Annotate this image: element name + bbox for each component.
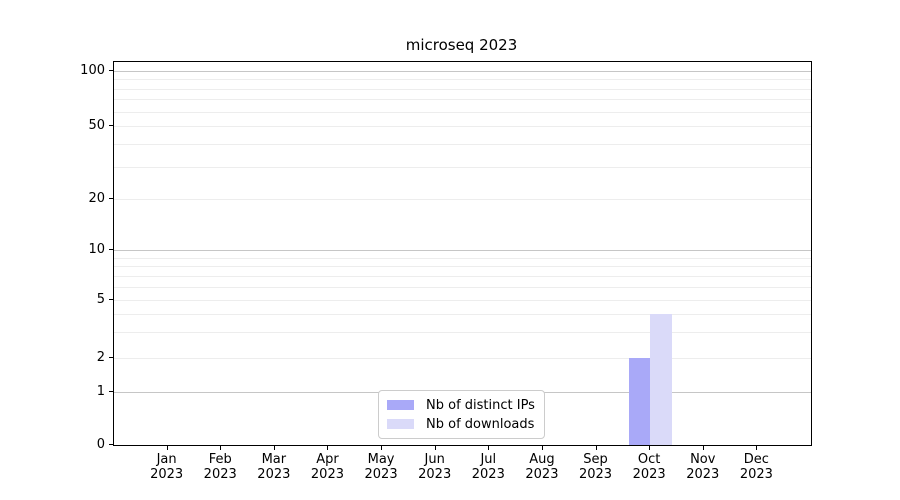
x-tick-label-line: 2023 (525, 466, 559, 482)
x-tick-label: Dec 2023 (728, 452, 784, 482)
bar-nb-of-distinct-ips (628, 358, 651, 445)
x-tick-label: Feb 2023 (192, 452, 248, 482)
y-minor-gridline (114, 143, 811, 145)
x-tick-label: Jan 2023 (139, 452, 195, 482)
y-minor-gridline (114, 99, 811, 101)
x-tick-label: Mar 2023 (246, 452, 302, 482)
y-tick-mark (109, 357, 113, 358)
legend-item-downloads: Nb of downloads (387, 416, 535, 432)
bar-nb-of-downloads (650, 314, 672, 445)
y-tick-label: 20 (88, 191, 105, 206)
x-tick-label-line: 2023 (632, 466, 666, 482)
y-tick-mark (109, 125, 113, 126)
x-tick-label-line: Feb (208, 452, 232, 467)
y-tick-mark (109, 70, 113, 71)
x-tick-label-line: Jan (156, 452, 177, 467)
y-minor-gridline (114, 286, 811, 288)
y-minor-gridline (114, 111, 811, 113)
y-tick-mark (109, 391, 113, 392)
x-tick-label: Apr 2023 (299, 452, 355, 482)
x-tick-mark (649, 446, 651, 450)
legend-item-distinct-ips: Nb of distinct IPs (387, 397, 535, 413)
x-tick-mark (541, 446, 543, 450)
y-tick-label: 50 (88, 118, 105, 133)
y-tick-label: 1 (96, 384, 105, 399)
x-tick-label-line: Nov (690, 452, 716, 467)
legend-swatch-downloads-icon (387, 419, 414, 429)
y-minor-gridline (114, 199, 811, 200)
x-tick-label-line: 2023 (150, 466, 184, 482)
plot-area: Nb of distinct IPs Nb of downloads (113, 61, 812, 446)
x-tick-label-line: 2023 (364, 466, 398, 482)
x-tick-label-line: Jul (480, 452, 497, 467)
legend-label-downloads: Nb of downloads (426, 416, 535, 432)
x-tick-label: Aug 2023 (514, 452, 570, 482)
x-tick-label-line: Mar (261, 452, 287, 467)
x-tick-label: Oct 2023 (621, 452, 677, 482)
x-tick-label: Nov 2023 (675, 452, 731, 482)
y-tick-label: 100 (80, 63, 105, 78)
x-tick-mark (381, 446, 383, 450)
x-tick-label-line: Dec (743, 452, 769, 467)
y-minor-gridline (114, 275, 811, 277)
y-minor-gridline (114, 266, 811, 268)
chart-title: microseq 2023 (405, 36, 518, 54)
y-minor-gridline (114, 166, 811, 168)
x-tick-label-line: 2023 (418, 466, 452, 482)
legend-label-distinct-ips: Nb of distinct IPs (426, 397, 535, 413)
x-tick-label-line: 2023 (578, 466, 613, 482)
x-tick-mark (702, 446, 704, 450)
x-tick-label-line: 2023 (257, 466, 291, 482)
x-tick-mark (434, 446, 436, 450)
y-tick-mark (109, 444, 113, 445)
y-minor-gridline (114, 88, 811, 90)
y-minor-gridline (114, 126, 811, 127)
x-tick-label-line: May (367, 452, 395, 467)
x-tick-label: May 2023 (353, 452, 409, 482)
x-tick-label-line: Jun (424, 452, 445, 467)
x-tick-mark (166, 446, 168, 450)
x-tick-mark (756, 446, 758, 450)
legend: Nb of distinct IPs Nb of downloads (378, 390, 545, 439)
y-major-gridline (114, 250, 811, 251)
x-tick-mark (273, 446, 275, 450)
x-tick-label-line: 2023 (739, 466, 773, 482)
y-tick-label: 2 (96, 350, 105, 365)
y-minor-gridline (114, 79, 811, 81)
y-tick-label: 5 (96, 292, 105, 307)
x-tick-label-line: 2023 (203, 466, 237, 482)
y-minor-gridline (114, 257, 811, 259)
y-tick-label: 10 (88, 242, 105, 257)
x-tick-label-line: Oct (637, 452, 661, 467)
y-minor-gridline (114, 332, 811, 334)
x-tick-label: Jun 2023 (407, 452, 463, 482)
x-tick-mark (327, 446, 329, 450)
x-tick-label-line: Apr (316, 452, 339, 467)
y-tick-mark (109, 198, 113, 199)
x-tick-label: Sep 2023 (568, 452, 624, 482)
x-tick-label-line: 2023 (686, 466, 720, 482)
y-major-gridline (114, 71, 811, 72)
y-minor-gridline (114, 358, 811, 359)
x-tick-label-line: Aug (529, 452, 555, 467)
x-tick-mark (220, 446, 222, 450)
legend-swatch-distinct-ips-icon (387, 400, 414, 410)
y-minor-gridline (114, 314, 811, 316)
x-tick-mark (488, 446, 490, 450)
x-tick-label: Jul 2023 (460, 452, 516, 482)
x-tick-label-line: 2023 (471, 466, 505, 482)
x-tick-label-line: 2023 (310, 466, 344, 482)
y-tick-label: 0 (96, 437, 105, 452)
x-tick-label-line: Sep (583, 452, 608, 467)
y-tick-mark (109, 299, 113, 300)
x-tick-mark (595, 446, 597, 450)
y-tick-mark (109, 249, 113, 250)
y-minor-gridline (114, 300, 811, 301)
